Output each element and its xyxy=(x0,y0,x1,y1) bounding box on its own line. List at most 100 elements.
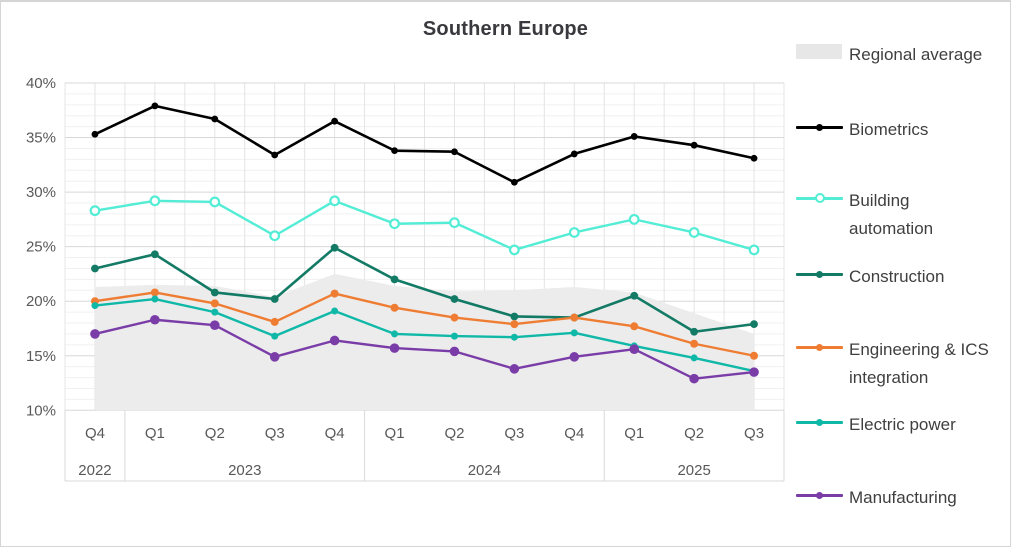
axis-tick-label: 15% xyxy=(26,348,56,365)
dot-swatch xyxy=(816,492,823,499)
legend-item-construction: Construction xyxy=(796,263,1008,291)
data-point-electric-power xyxy=(510,333,518,341)
series-line-building-automation xyxy=(93,199,756,252)
dot-swatch xyxy=(816,271,823,278)
chart-title: Southern Europe xyxy=(422,18,589,40)
legend-label: Electric power xyxy=(849,415,956,434)
data-point-building-automation xyxy=(149,195,161,207)
axis-tick-label: Q3 xyxy=(265,425,285,442)
legend-label: Construction xyxy=(849,267,945,286)
data-point-electric-power xyxy=(151,295,159,303)
data-point-biometrics xyxy=(91,130,99,138)
legend-label: Biometrics xyxy=(849,120,929,139)
x-axis-quarter-labels: Q4 Q1 Q2 Q3 Q4 Q1 Q2 Q3 Q4 Q1 Q2 Q3 xyxy=(85,425,764,442)
series-line-electric-power xyxy=(93,297,756,373)
data-point-engineering-ics-integration xyxy=(330,289,339,298)
axis-tick-label: Q3 xyxy=(744,425,764,442)
series-line-engineering-ics-integration xyxy=(93,291,756,357)
data-point-construction xyxy=(630,291,639,300)
data-point-engineering-ics-integration xyxy=(630,322,639,331)
axis-tick-label: Q2 xyxy=(444,425,464,442)
data-point-biometrics xyxy=(271,151,279,159)
data-point-construction xyxy=(150,250,159,259)
data-point-electric-power xyxy=(450,332,458,340)
data-point-biometrics xyxy=(570,150,578,158)
data-point-electric-power xyxy=(690,354,698,362)
data-point-construction xyxy=(210,288,219,297)
dot-swatch xyxy=(816,419,823,426)
data-point-construction xyxy=(330,243,339,252)
data-point-manufacturing xyxy=(389,343,400,353)
data-point-construction xyxy=(510,312,519,321)
data-point-building-automation xyxy=(449,217,460,229)
data-point-manufacturing xyxy=(749,367,759,377)
axis-tick-label: 2023 xyxy=(228,462,261,479)
data-point-manufacturing xyxy=(449,346,460,357)
data-point-biometrics xyxy=(331,117,339,125)
data-point-electric-power xyxy=(271,332,279,340)
data-point-building-automation xyxy=(329,195,341,207)
series-line-manufacturing xyxy=(93,318,756,380)
data-point-electric-power xyxy=(211,308,219,316)
data-point-manufacturing xyxy=(509,364,520,374)
legend-item-electric-power: Electric power xyxy=(796,411,1008,439)
data-point-biometrics xyxy=(630,133,638,140)
legend-item-manufacturing: Manufacturing xyxy=(796,484,1008,512)
data-point-building-automation xyxy=(748,244,760,256)
data-point-engineering-ics-integration xyxy=(510,320,519,329)
data-point-building-automation xyxy=(628,213,640,225)
data-point-engineering-ics-integration xyxy=(570,313,579,322)
data-point-construction xyxy=(690,327,699,336)
data-point-engineering-ics-integration xyxy=(270,317,279,326)
axis-tick-label: Q4 xyxy=(325,425,345,442)
data-point-manufacturing xyxy=(629,344,640,355)
series-engineering-ics-integration xyxy=(90,288,759,360)
data-point-engineering-ics-integration xyxy=(690,339,699,348)
axis-tick-label: 30% xyxy=(26,184,56,201)
dot-swatch xyxy=(816,344,823,351)
data-point-engineering-ics-integration xyxy=(450,313,459,322)
data-point-manufacturing xyxy=(150,314,160,325)
x-axis-year-labels: 2022 2023 2024 2025 xyxy=(78,462,711,479)
legend-label: Engineering & ICS integration xyxy=(849,340,989,387)
axis-tick-label: 20% xyxy=(26,293,56,310)
data-point-manufacturing xyxy=(569,352,580,362)
series-manufacturing xyxy=(90,314,759,384)
axis-tick-label: 2025 xyxy=(677,462,710,479)
axis-tick-label: Q1 xyxy=(624,425,644,442)
legend-item-biometrics: Biometrics xyxy=(796,116,1008,144)
data-point-building-automation xyxy=(688,227,700,238)
series-line-construction xyxy=(93,246,756,334)
data-point-construction xyxy=(270,295,279,303)
legend-label: Building automation xyxy=(849,191,934,238)
axis-tick-label: 10% xyxy=(26,402,56,419)
data-point-biometrics xyxy=(451,148,458,156)
x-axis-separators xyxy=(64,410,785,482)
data-point-biometrics xyxy=(750,154,758,162)
legend-item-engineering-ics-integration: Engineering & ICS integration xyxy=(796,336,1008,392)
axis-tick-label: 2022 xyxy=(78,462,111,479)
data-point-biometrics xyxy=(510,178,518,186)
axis-tick-label: 40% xyxy=(26,75,56,92)
y-axis-labels: 40% 35% 30% 25% 20% 15% 10% xyxy=(26,75,56,419)
data-point-manufacturing xyxy=(90,329,100,339)
axis-tick-label: Q4 xyxy=(564,425,584,442)
legend-label: Regional average xyxy=(849,45,983,64)
data-point-electric-power xyxy=(391,330,399,338)
data-point-construction xyxy=(450,295,459,303)
data-point-manufacturing xyxy=(689,373,699,384)
data-point-construction xyxy=(91,264,99,273)
data-point-engineering-ics-integration xyxy=(150,288,159,297)
data-point-electric-power xyxy=(331,307,339,315)
data-point-biometrics xyxy=(690,141,698,149)
data-point-biometrics xyxy=(211,115,219,123)
legend-label: Manufacturing xyxy=(849,488,957,507)
axis-tick-label: 25% xyxy=(26,239,56,256)
regional-average-area xyxy=(94,273,755,411)
axis-tick-label: Q4 xyxy=(85,425,105,442)
data-point-manufacturing xyxy=(269,352,280,362)
data-point-electric-power xyxy=(91,302,99,310)
plot-area: 40%35%30%25%20%15%10%Q4 Q1 Q2 Q3 Q4 Q1 Q2 Q3 Q4 Q… xyxy=(26,75,785,482)
regional-average-swatch xyxy=(796,44,842,59)
